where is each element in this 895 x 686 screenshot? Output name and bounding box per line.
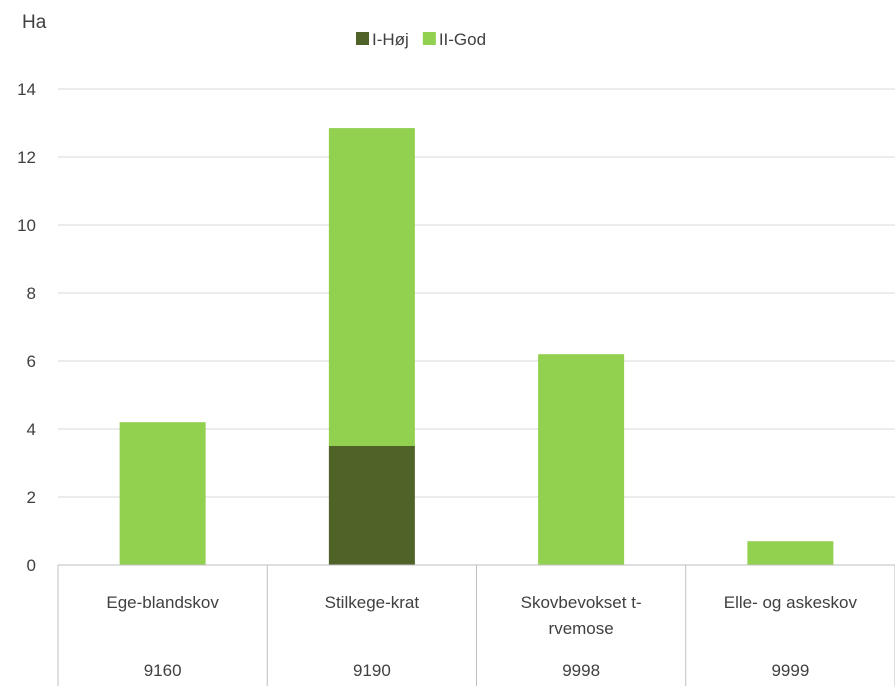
- x-category-label: Ege-blandskov: [106, 593, 219, 612]
- legend-label: II-God: [439, 30, 486, 49]
- bar-segment: [538, 354, 625, 565]
- legend: I-Høj II-God: [356, 30, 486, 49]
- y-tick-label: 8: [27, 284, 36, 303]
- x-category-label: rvemose: [549, 619, 614, 638]
- y-tick-label: 10: [17, 216, 36, 235]
- y-axis-unit-label: Ha: [22, 12, 47, 33]
- y-tick-label: 0: [27, 556, 36, 575]
- bar-segment: [328, 446, 415, 565]
- bar-segment: [119, 422, 206, 565]
- legend-label: I-Høj: [372, 30, 409, 49]
- x-category-code: 9190: [353, 661, 391, 680]
- x-category-code: 9160: [144, 661, 182, 680]
- bar-segment: [328, 128, 415, 446]
- legend-swatch: [422, 32, 436, 45]
- legend-swatch: [356, 32, 369, 45]
- x-category-label: Skovbevokset t-: [521, 593, 642, 612]
- y-tick-label: 2: [27, 488, 36, 507]
- bar-segment: [747, 541, 834, 565]
- x-category-code: 9998: [562, 661, 600, 680]
- x-category-label: Stilkege-krat: [325, 593, 420, 612]
- y-tick-label: 4: [27, 420, 36, 439]
- y-tick-label: 12: [17, 148, 36, 167]
- y-tick-label: 6: [27, 352, 36, 371]
- y-axis-ticks: 0 2 4 6 8 10 12 14: [17, 80, 36, 575]
- x-category-label: Elle- og askeskov: [724, 593, 858, 612]
- y-tick-label: 14: [17, 80, 36, 99]
- bars: [119, 128, 834, 565]
- x-axis-table: Ege-blandskov 9160 Stilkege-krat 9190 Skovbe…: [57, 564, 895, 686]
- x-category-code: 9999: [771, 661, 809, 680]
